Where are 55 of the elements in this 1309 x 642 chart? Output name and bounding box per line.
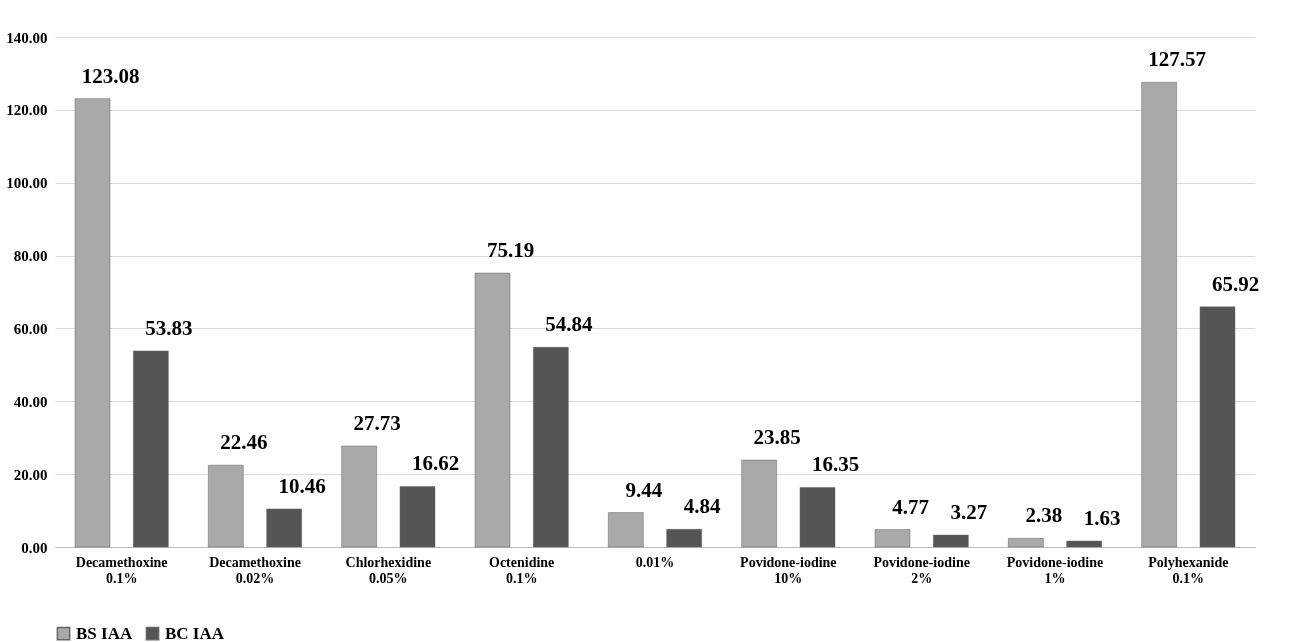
bar [399, 486, 436, 548]
bar [1008, 538, 1044, 548]
x-tick-label: Decamethoxine 0.1% [75, 554, 168, 586]
bar [741, 459, 777, 548]
x-tick-label: Polyhexanide 0.1% [1148, 554, 1229, 586]
x-tick-label: Povidone-iodine 2% [873, 554, 970, 586]
data-label: 22.46 [220, 430, 268, 455]
bar [208, 464, 244, 548]
data-label: 53.83 [145, 315, 193, 340]
x-tick-label: Chlorhexidine 0.05% [345, 554, 432, 586]
data-label: 127.57 [1148, 47, 1207, 72]
data-label: 27.73 [353, 410, 401, 435]
y-tick-label: 0.00 [21, 539, 48, 556]
data-label: 10.46 [278, 473, 326, 498]
bar [666, 529, 702, 548]
bar [341, 445, 377, 548]
legend-label: BC IAA [165, 623, 225, 642]
bar [1141, 82, 1177, 548]
data-label: 23.85 [753, 425, 801, 450]
bar [608, 512, 644, 548]
bar [1199, 306, 1236, 548]
data-label: 4.84 [683, 494, 722, 519]
data-label: 54.84 [545, 312, 593, 337]
legend-label: BS IAA [76, 623, 133, 642]
y-tick-label: 100.00 [6, 175, 48, 192]
y-tick-label: 140.00 [6, 29, 48, 46]
data-label: 2.38 [1025, 503, 1063, 528]
data-label: 4.77 [892, 494, 929, 519]
data-label: 16.62 [411, 451, 460, 476]
data-label: 16.35 [811, 452, 860, 477]
y-tick-label: 60.00 [13, 320, 48, 337]
data-label: 3.27 [950, 500, 988, 525]
x-tick-label: Povidone-iodine 1% [1006, 554, 1104, 586]
data-label: 123.08 [81, 63, 140, 88]
y-tick-label: 80.00 [13, 248, 48, 265]
bar [933, 534, 969, 548]
bar [474, 272, 511, 548]
data-label: 9.44 [625, 477, 663, 502]
data-label: 1.63 [1083, 506, 1121, 531]
x-tick-label: Povidone-iodine 10% [740, 554, 837, 586]
data-label: 65.92 [1211, 271, 1260, 296]
y-tick-label: 120.00 [6, 102, 48, 119]
bar [799, 487, 836, 548]
x-tick-label: 0.01% [635, 554, 675, 570]
bar [133, 350, 169, 548]
bar [874, 529, 911, 548]
bar [74, 98, 111, 548]
bar [1066, 540, 1102, 548]
x-tick-label: Octenidine 0.1% [488, 554, 555, 586]
y-tick-label: 40.00 [13, 393, 48, 410]
bar [266, 508, 302, 548]
y-tick-label: 20.00 [13, 466, 48, 483]
bar [533, 346, 569, 548]
x-tick-label: Decamethoxine 0.02% [209, 554, 301, 586]
data-label: 75.19 [486, 238, 535, 263]
